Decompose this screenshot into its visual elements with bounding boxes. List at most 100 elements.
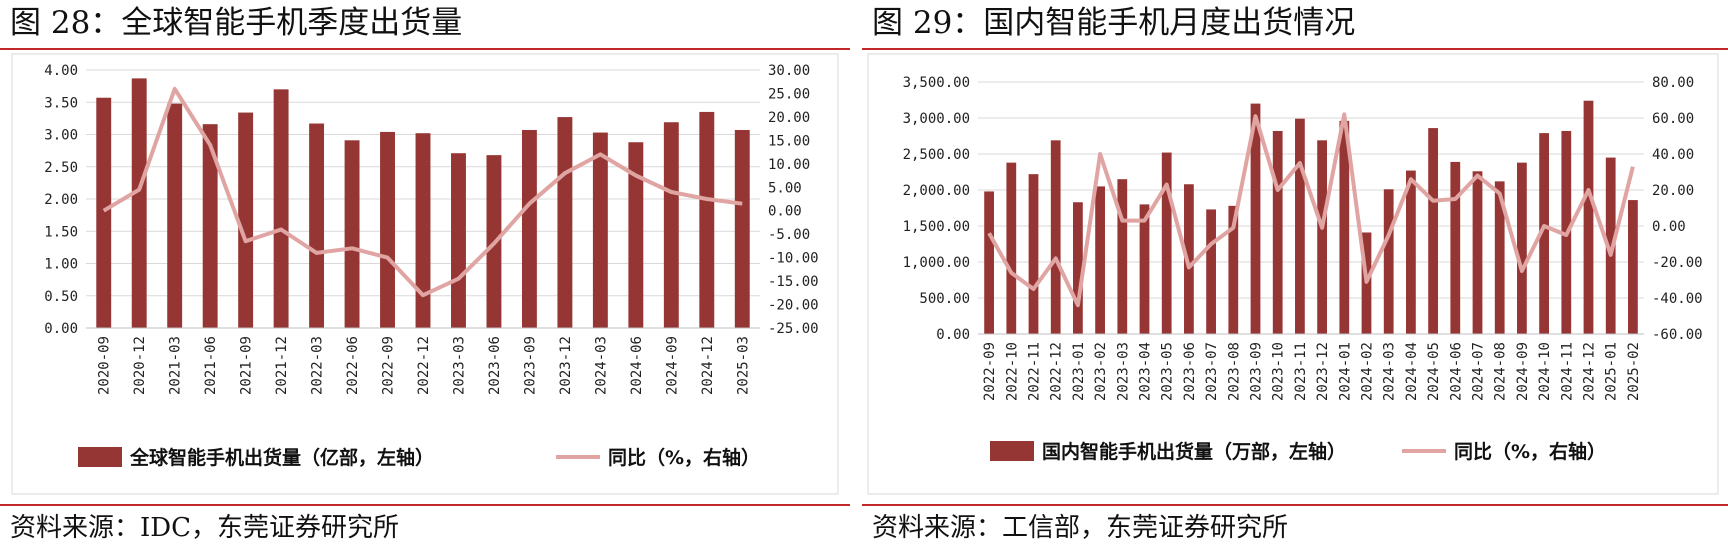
x-axis-tick-label: 2021-09 [239, 336, 255, 395]
bar [1472, 171, 1483, 334]
left-axis-tick-label: 3,500.00 [903, 75, 970, 91]
bar [521, 129, 537, 328]
bar [1028, 174, 1039, 334]
x-axis-tick-label: 2024-09 [1515, 342, 1531, 401]
right-axis-tick-label: 40.00 [1652, 147, 1694, 163]
left-axis-tick-label: 3,000.00 [903, 111, 970, 127]
x-axis-tick-label: 2023-07 [1204, 342, 1220, 401]
right-axis-tick-label: -10.00 [768, 251, 819, 267]
bar [451, 153, 466, 328]
figure-title: 图 28：全球智能手机季度出货量 [10, 5, 463, 41]
left-axis-tick-label: 1,500.00 [903, 219, 970, 235]
x-axis-tick-label: 2023-10 [1271, 342, 1287, 401]
chart-frame [867, 53, 1719, 495]
x-axis-tick-label: 2024-03 [593, 336, 609, 395]
bar [734, 129, 750, 328]
bar [238, 112, 254, 328]
bar [592, 132, 608, 328]
bar [984, 191, 994, 334]
x-axis-tick-label: 2024-11 [1559, 342, 1575, 401]
bar [1628, 200, 1638, 334]
bar [557, 117, 573, 329]
bar [1317, 140, 1327, 334]
x-axis-tick-label: 2022-12 [1049, 342, 1065, 401]
legend-line-label: 同比（%，右轴） [608, 446, 760, 469]
x-axis-tick-label: 2025-02 [1626, 342, 1642, 401]
x-axis-tick-label: 2024-05 [1426, 342, 1442, 401]
left-axis-tick-label: 1.00 [44, 257, 78, 273]
right-axis-tick-label: -60.00 [1652, 327, 1703, 343]
bar [1050, 140, 1061, 334]
right-axis-tick-label: -40.00 [1652, 291, 1703, 307]
x-axis-tick-label: 2023-03 [451, 336, 467, 395]
x-axis-tick-label: 2024-08 [1493, 342, 1509, 401]
left-axis-tick-label: 2.50 [44, 160, 78, 176]
right-axis-tick-label: 0.00 [1652, 219, 1686, 235]
left-axis-tick-label: 3.00 [44, 128, 78, 144]
source-note: 资料来源：工信部，东莞证券研究所 [872, 513, 1289, 543]
chart-frame [11, 53, 839, 495]
x-axis-tick-label: 2024-06 [1448, 342, 1464, 401]
x-axis-tick-label: 2023-06 [487, 336, 503, 395]
yoy-series-line [102, 86, 743, 298]
bar [1161, 152, 1172, 334]
source-rule [862, 504, 1728, 506]
bar [1383, 189, 1394, 334]
x-axis-tick-label: 2022-12 [416, 336, 432, 395]
x-axis-tick-label: 2023-09 [522, 336, 538, 395]
right-axis-tick-label: -20.00 [768, 298, 819, 314]
bar [344, 140, 360, 328]
right-axis-tick-label: 60.00 [1652, 111, 1694, 127]
left-axis-tick-label: 0.00 [936, 327, 970, 343]
yoy-series-line [987, 112, 1635, 308]
x-axis-tick-label: 2020-09 [97, 336, 113, 395]
right-axis-tick-label: 10.00 [768, 157, 810, 173]
bar [699, 111, 715, 328]
x-axis-tick-label: 2024-12 [1582, 342, 1598, 401]
bar [1339, 120, 1350, 334]
bar [309, 123, 325, 328]
x-axis-tick-label: 2024-06 [629, 336, 645, 395]
legend-bar-swatch [78, 447, 122, 467]
x-axis-tick-label: 2024-04 [1404, 342, 1420, 401]
right-axis-tick-label: 20.00 [768, 110, 810, 126]
x-axis-tick-label: 2021-06 [203, 336, 219, 395]
bar [1117, 179, 1128, 334]
bar [1494, 181, 1505, 334]
legend-bar-label: 全球智能手机出货量（亿部，左轴） [129, 446, 434, 469]
x-axis-tick-label: 2023-06 [1182, 342, 1198, 401]
x-axis-tick-label: 2021-12 [274, 336, 290, 395]
right-axis-tick-label: -25.00 [768, 321, 819, 337]
domestic-shipments-chart: 3,500.00 3,000.00 2,500.00 2,000.00 1,500.00… [867, 53, 1719, 495]
left-axis-tick-label: 2.00 [44, 192, 78, 208]
bar [202, 124, 218, 329]
right-axis-tick-label: 25.00 [768, 86, 810, 102]
x-axis-tick-label: 2020-12 [132, 336, 148, 395]
x-axis-tick-label: 2023-08 [1226, 342, 1242, 401]
left-axis-tick-label: 3.50 [44, 95, 78, 111]
bar [628, 142, 644, 328]
x-axis-tick-label: 2021-03 [168, 336, 184, 395]
right-axis-tick-label: 0.00 [768, 204, 802, 220]
bar [415, 133, 431, 328]
bar [1517, 162, 1527, 334]
bar [1428, 128, 1438, 334]
bar [1095, 186, 1105, 334]
x-axis-tick-label: 2024-03 [1382, 342, 1398, 401]
bar [1139, 204, 1150, 334]
x-axis-tick-label: 2023-12 [1315, 342, 1331, 401]
bar [1206, 209, 1216, 334]
bar [167, 103, 183, 328]
x-axis-tick-label: 2025-01 [1604, 342, 1620, 401]
bar [1250, 103, 1261, 334]
x-axis-tick-label: 2024-12 [700, 336, 716, 395]
right-axis-tick-label: 80.00 [1652, 75, 1694, 91]
x-axis-tick-label: 2022-09 [381, 336, 397, 395]
title-rule [0, 48, 850, 50]
left-axis-tick-label: 4.00 [44, 63, 78, 79]
x-axis-tick-label: 2025-03 [735, 336, 751, 395]
left-axis-tick-label: 500.00 [919, 291, 970, 307]
source-rule [0, 504, 850, 506]
bar [663, 122, 679, 329]
x-axis-tick-label: 2024-01 [1337, 342, 1353, 401]
